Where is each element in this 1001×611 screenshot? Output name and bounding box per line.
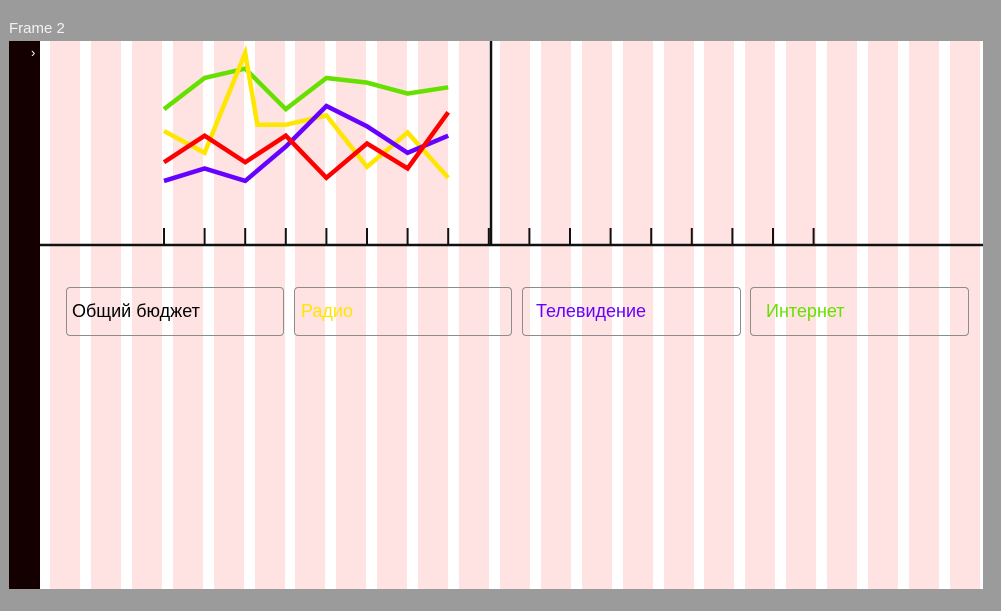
- frame-label: Frame 2: [9, 20, 65, 37]
- layout-column: [377, 41, 408, 589]
- layout-column: [908, 41, 939, 589]
- series-line: [163, 103, 450, 184]
- layout-grid-columns: [9, 41, 983, 589]
- layout-column: [213, 41, 244, 589]
- layout-column: [827, 41, 858, 589]
- layout-column: [50, 41, 80, 589]
- legend-item-label: Радио: [301, 301, 353, 321]
- layout-column: [786, 41, 817, 589]
- legend-item-radio[interactable]: Радио: [294, 287, 512, 336]
- series-line: [162, 110, 451, 181]
- layout-column: [622, 41, 653, 589]
- legend-item-label: Телевидение: [536, 301, 647, 321]
- layout-column: [172, 41, 203, 589]
- layout-column: [663, 41, 694, 589]
- line-chart: [40, 41, 983, 247]
- layout-column: [540, 41, 571, 589]
- layout-column: [704, 41, 735, 589]
- legend-item-internet[interactable]: Интернет: [750, 287, 969, 336]
- sidebar-strip: ›: [9, 41, 40, 589]
- legend-item-tv[interactable]: Телевидение: [522, 287, 741, 336]
- legend-item-label: Общий бюджет: [72, 301, 200, 321]
- layout-column: [254, 41, 285, 589]
- layout-column: [949, 41, 980, 589]
- layout-column: [581, 41, 612, 589]
- frame: › Общий бюджет Радио Телевидение Интерне…: [9, 41, 983, 589]
- layout-column: [499, 41, 530, 589]
- layout-column: [131, 41, 162, 589]
- layout-column: [459, 41, 489, 589]
- layout-column: [90, 41, 121, 589]
- legend-item-label: Интернет: [766, 301, 845, 321]
- series-line: [162, 66, 449, 113]
- chevron-right-icon[interactable]: ›: [31, 45, 36, 60]
- legend-item-total[interactable]: Общий бюджет: [66, 287, 284, 336]
- layout-column: [868, 41, 898, 589]
